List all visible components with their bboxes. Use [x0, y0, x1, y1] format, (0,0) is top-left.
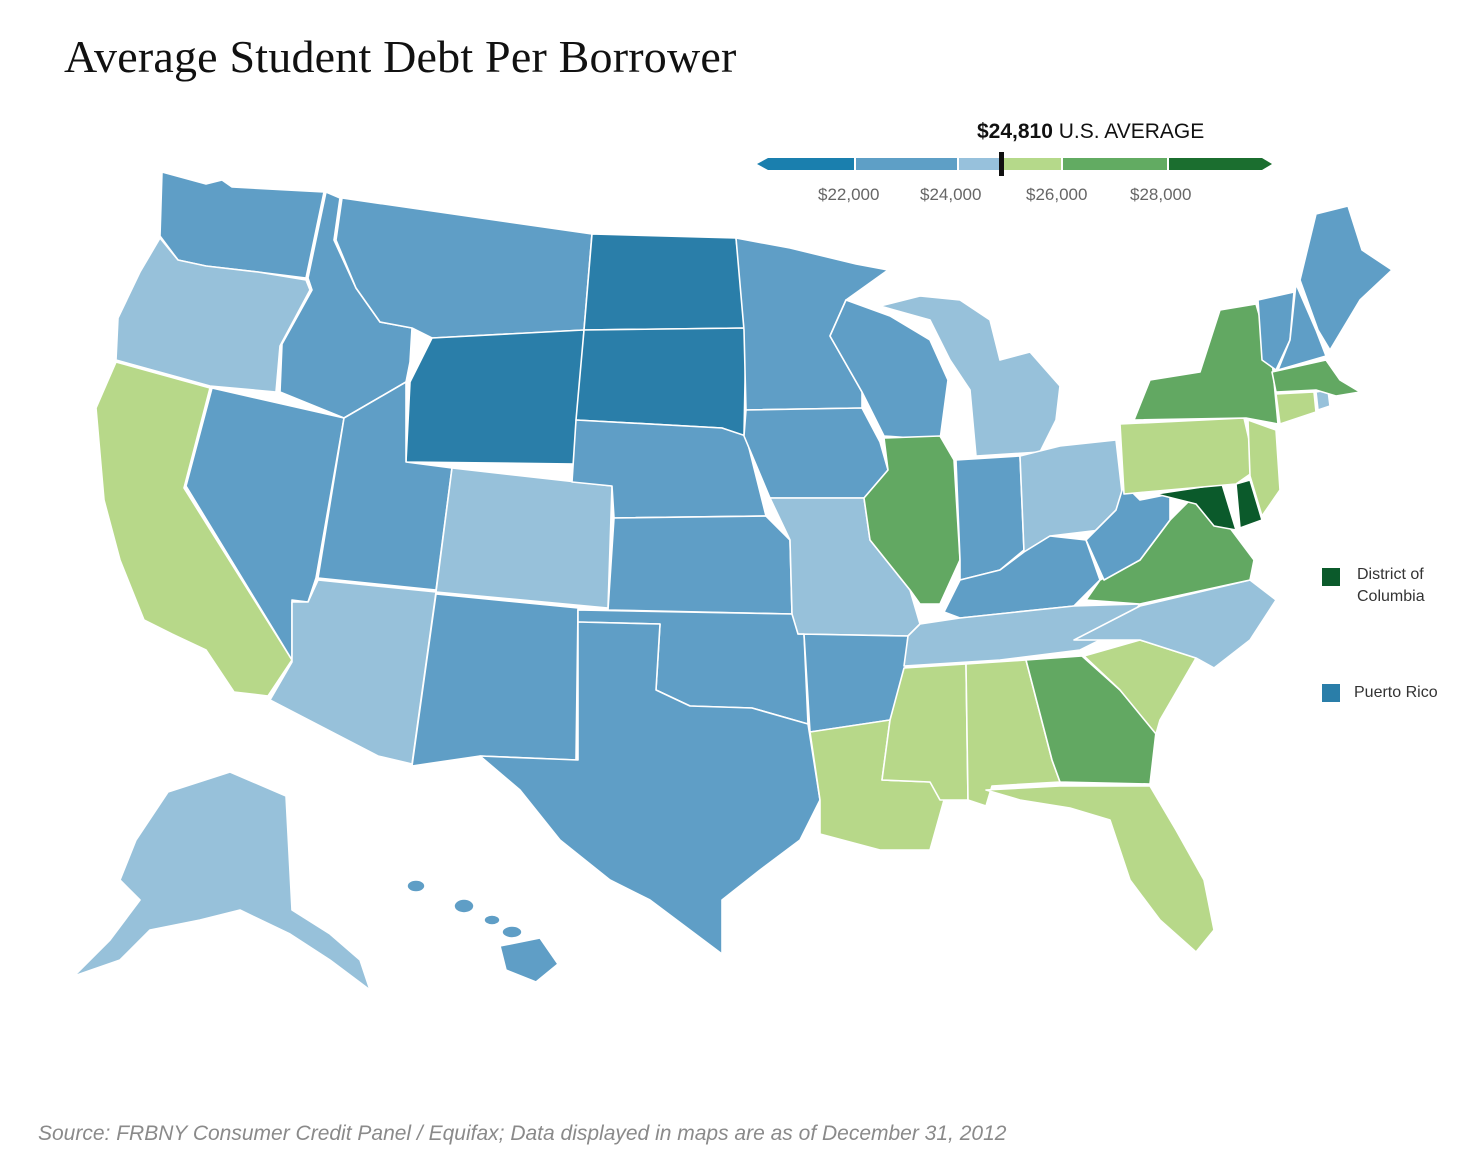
state-new-mexico[interactable] [411, 593, 579, 767]
map-title: Average Student Debt Per Borrower [64, 31, 737, 82]
state-florida[interactable] [985, 785, 1215, 953]
scale-tick-4: $28,000 [1130, 185, 1191, 204]
state-massachusetts[interactable] [1271, 359, 1361, 397]
state-connecticut[interactable] [1275, 391, 1317, 425]
legend-pr-line1: Puerto Rico [1354, 684, 1438, 701]
legend-dc-line1: District of [1357, 566, 1424, 583]
scale-bin-5 [1063, 158, 1167, 170]
state-hawaii[interactable] [406, 879, 559, 983]
legend-dc-line2: Columbia [1357, 588, 1425, 605]
state-colorado[interactable] [435, 467, 613, 609]
legend-swatch-dc [1322, 568, 1340, 586]
scale-bin-2 [856, 158, 957, 170]
state-arizona[interactable] [269, 579, 437, 765]
state-texas[interactable] [479, 621, 821, 955]
state-kansas[interactable] [607, 515, 793, 615]
legend-label-dc: District of Columbia [1357, 564, 1425, 608]
state-california[interactable] [95, 361, 293, 697]
state-illinois[interactable] [863, 435, 961, 605]
state-georgia[interactable] [1025, 655, 1157, 785]
legend-swatch-pr [1322, 684, 1340, 702]
scale-tick-1: $22,000 [818, 185, 879, 204]
scale-bin-4 [1004, 158, 1061, 170]
state-delaware[interactable] [1235, 479, 1263, 529]
state-wisconsin[interactable] [829, 299, 949, 441]
source-note: Source: FRBNY Consumer Credit Panel / Eq… [38, 1122, 1007, 1145]
scale-bin-6 [1169, 158, 1272, 170]
state-new-hampshire[interactable] [1277, 283, 1327, 371]
state-south-dakota[interactable] [575, 327, 747, 437]
state-new-york[interactable] [1133, 303, 1279, 425]
us-average-text: U.S. AVERAGE [1058, 120, 1205, 143]
state-new-jersey[interactable] [1247, 419, 1281, 517]
state-iowa[interactable] [743, 407, 889, 499]
us-average-label: $24,810 U.S. AVERAGE [977, 120, 1204, 144]
state-michigan[interactable] [879, 295, 1061, 457]
state-idaho[interactable] [279, 191, 413, 419]
scale-bin-3 [959, 158, 1002, 170]
us-average-value: $24,810 [977, 120, 1053, 143]
state-north-carolina[interactable] [1073, 579, 1277, 669]
average-marker [999, 152, 1004, 176]
color-scale: $22,000 $24,000 $26,000 $28,000 [757, 152, 1272, 204]
scale-bin-1 [757, 158, 854, 170]
state-oregon[interactable] [115, 237, 311, 393]
legend-label-pr: Puerto Rico [1354, 682, 1438, 704]
scale-tick-2: $24,000 [920, 185, 981, 204]
state-pennsylvania[interactable] [1119, 417, 1257, 495]
state-wyoming[interactable] [405, 329, 585, 465]
state-alaska[interactable] [73, 771, 371, 991]
state-maine[interactable] [1299, 205, 1393, 351]
scale-tick-3: $26,000 [1026, 185, 1087, 204]
state-north-dakota[interactable] [583, 233, 747, 331]
